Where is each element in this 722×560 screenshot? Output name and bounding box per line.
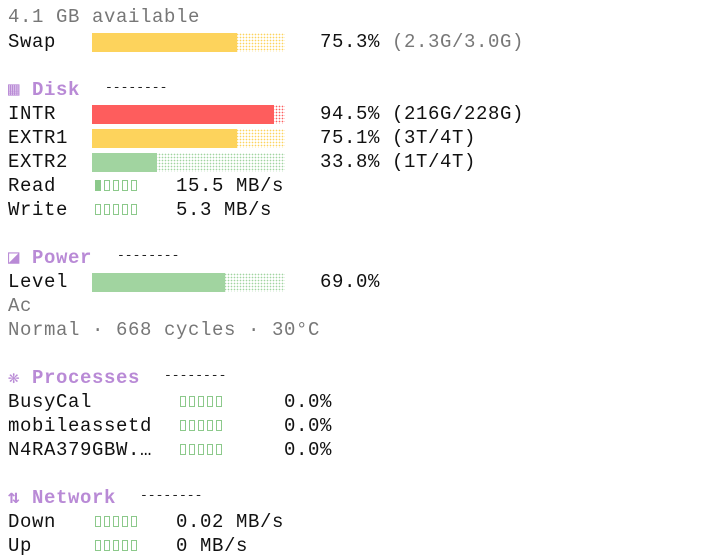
bar-fill xyxy=(92,153,158,172)
percent: 75.1% xyxy=(320,127,381,149)
usage-bar xyxy=(92,129,285,148)
section-title: Processes xyxy=(32,367,141,389)
row-label: INTR xyxy=(8,103,57,125)
detail: (1T/4T) xyxy=(392,151,477,173)
usage-bar xyxy=(92,33,285,52)
row-label: EXTR2 xyxy=(8,151,69,173)
divider: -------- xyxy=(164,368,227,383)
row-label: EXTR1 xyxy=(8,127,69,149)
row-label: Write xyxy=(8,199,69,221)
sparkline xyxy=(180,420,222,431)
bar-fill xyxy=(92,129,237,148)
sparkline xyxy=(180,396,222,407)
cpu: 0.0% xyxy=(284,439,333,461)
rate: 5.3 MB/s xyxy=(176,199,273,221)
divider: -------- xyxy=(140,488,203,503)
divider: -------- xyxy=(117,248,180,263)
bar-fill xyxy=(92,273,226,292)
percent: 94.5% xyxy=(320,103,381,125)
sparkline xyxy=(95,204,137,215)
process-name: mobileassetd xyxy=(8,415,153,437)
detail: (216G/228G) xyxy=(392,103,525,125)
rate: 0 MB/s xyxy=(176,535,249,557)
row-label: Level xyxy=(8,271,69,293)
process-name: N4RA379GBW.… xyxy=(8,439,153,461)
icon: ⇅ xyxy=(8,487,21,509)
usage-bar xyxy=(92,153,285,172)
power-source: Ac xyxy=(8,295,33,317)
rate: 0.02 MB/s xyxy=(176,511,285,533)
section-title: Network xyxy=(32,487,117,509)
sparkline xyxy=(95,516,137,527)
percent: 69.0% xyxy=(320,271,381,293)
detail: (3T/4T) xyxy=(392,127,477,149)
section-title: Disk xyxy=(32,79,81,101)
memory-note: 4.1 GB available xyxy=(8,6,201,28)
row-label: Swap xyxy=(8,31,57,53)
icon: ▦ xyxy=(8,79,21,101)
icon: ❋ xyxy=(8,367,21,389)
power-status: Normal · 668 cycles · 30°C xyxy=(8,319,321,341)
usage-bar xyxy=(92,273,285,292)
process-name: BusyCal xyxy=(8,391,93,413)
cpu: 0.0% xyxy=(284,391,333,413)
row-label: Down xyxy=(8,511,57,533)
sparkline xyxy=(180,444,222,455)
sparkline xyxy=(95,180,137,191)
percent: 33.8% xyxy=(320,151,381,173)
icon: ◪ xyxy=(8,247,21,269)
usage-bar xyxy=(92,105,285,124)
bar-fill xyxy=(92,33,238,52)
row-label: Up xyxy=(8,535,33,557)
row-label: Read xyxy=(8,175,57,197)
sparkline xyxy=(95,540,137,551)
detail: (2.3G/3.0G) xyxy=(392,31,525,53)
cpu: 0.0% xyxy=(284,415,333,437)
rate: 15.5 MB/s xyxy=(176,175,285,197)
section-title: Power xyxy=(32,247,93,269)
bar-fill xyxy=(92,105,275,124)
percent: 75.3% xyxy=(320,31,381,53)
divider: -------- xyxy=(105,80,168,95)
